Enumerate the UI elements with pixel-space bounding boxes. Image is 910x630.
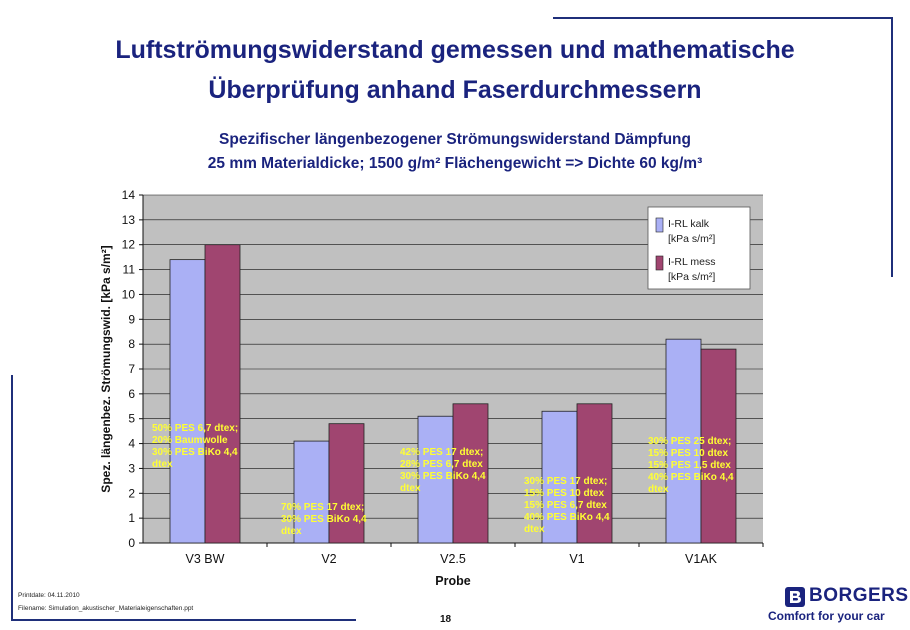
x-tick-label: V2.5	[440, 552, 466, 566]
y-axis-title: Spez. längenbez. Strömungswid. [kPa s/m²…	[99, 245, 113, 492]
chart-subtitle: 25 mm Materialdicke; 1500 g/m² Flächenge…	[207, 155, 703, 172]
y-tick-label: 2	[128, 486, 135, 500]
borgers-logo-icon	[785, 587, 805, 607]
x-tick-label: V3 BW	[186, 552, 225, 566]
bar-annotation: 15% PES 1,5 dtex	[648, 460, 731, 471]
slide-title-line1: Luftströmungswiderstand gemessen und mat…	[115, 36, 795, 64]
legend-unit: [kPa s/m²]	[668, 233, 715, 245]
slide-title-line2: Überprüfung anhand Faserdurchmessern	[208, 76, 702, 104]
page-number: 18	[440, 614, 452, 625]
y-tick-label: 1	[128, 511, 135, 525]
y-tick-label: 6	[128, 387, 135, 401]
legend-label: I-RL kalk	[668, 218, 710, 230]
legend-unit: [kPa s/m²]	[668, 271, 715, 283]
bar-annotation: 30% PES BiKo 4,4	[400, 471, 486, 482]
bar-annotation: 20% Baumwolle	[152, 435, 228, 446]
x-tick-label: V1AK	[685, 552, 718, 566]
right-vertical-line	[891, 17, 893, 277]
bar-annotation: dtex	[152, 459, 173, 470]
y-tick-label: 13	[122, 213, 136, 227]
chart-header: Spezifischer längenbezogener Strömungswi…	[0, 128, 910, 176]
x-axis-title: Probe	[435, 574, 470, 588]
bar-annotation: 15% PES 10 dtex	[648, 448, 728, 459]
left-vertical-line	[11, 375, 13, 620]
x-tick-label: V1	[569, 552, 584, 566]
bar-annotation: 30% PES BiKo 4,4	[281, 514, 367, 525]
y-tick-label: 4	[128, 437, 135, 451]
bar-annotation: 40% PES BiKo 4,4	[524, 512, 610, 523]
filename: Filename: Simulation_akustischer_Materia…	[18, 605, 194, 612]
y-tick-label: 5	[128, 412, 135, 426]
y-tick-label: 10	[122, 287, 136, 301]
bottom-line	[11, 619, 356, 621]
y-tick-label: 14	[122, 188, 136, 202]
printdate: Printdate: 04.11.2010	[18, 592, 80, 599]
y-tick-label: 9	[128, 312, 135, 326]
y-tick-label: 12	[122, 238, 136, 252]
bar-annotation: 15% PES 6,7 dtex	[524, 500, 607, 511]
y-tick-label: 8	[128, 337, 135, 351]
bar	[452, 403, 489, 544]
bar-annotation: 40% PES BiKo 4,4	[648, 472, 734, 483]
bar	[576, 403, 613, 544]
x-tick-label: V2	[321, 552, 336, 566]
bar	[541, 410, 578, 544]
chart-title: Spezifischer längenbezogener Strömungswi…	[219, 131, 691, 148]
bar-annotation: dtex	[281, 526, 302, 537]
bar-annotation: 15% PES 10 dtex	[524, 488, 604, 499]
bar	[204, 244, 241, 544]
bar	[700, 348, 737, 544]
bar-annotation: 30% PES BiKo 4,4	[152, 447, 238, 458]
bar	[417, 415, 454, 544]
tagline: Comfort for your car	[768, 609, 885, 623]
bar	[293, 440, 330, 544]
bar	[169, 259, 206, 544]
bar-annotation: dtex	[400, 483, 421, 494]
logo-text: BORGERS	[809, 585, 909, 606]
bar-annotation: 30% PES 25 dtex;	[648, 436, 731, 447]
legend-box	[647, 206, 751, 290]
legend-swatch	[655, 217, 664, 233]
bar-annotation: 28% PES 6,7 dtex	[400, 459, 483, 470]
borgers-logo: BORGERS	[785, 585, 908, 607]
top-right-line	[553, 17, 893, 19]
bar-annotation: dtex	[648, 484, 669, 495]
bar-annotation: dtex	[524, 524, 545, 535]
bar-annotation: 42% PES 17 dtex;	[400, 447, 483, 458]
bar-annotation: 50% PES 6,7 dtex;	[152, 423, 238, 434]
y-tick-label: 7	[128, 362, 135, 376]
legend-label: I-RL mess	[668, 256, 715, 268]
y-tick-label: 0	[128, 536, 135, 550]
legend-swatch	[655, 255, 664, 271]
bar-annotation: 30% PES 17 dtex;	[524, 476, 607, 487]
bar-annotation: 70% PES 17 dtex;	[281, 502, 364, 513]
y-tick-label: 11	[123, 263, 136, 277]
y-tick-label: 3	[128, 461, 135, 475]
bar	[665, 338, 702, 544]
bar	[328, 423, 365, 544]
slide-title: Luftströmungswiderstand gemessen und mat…	[0, 30, 910, 110]
